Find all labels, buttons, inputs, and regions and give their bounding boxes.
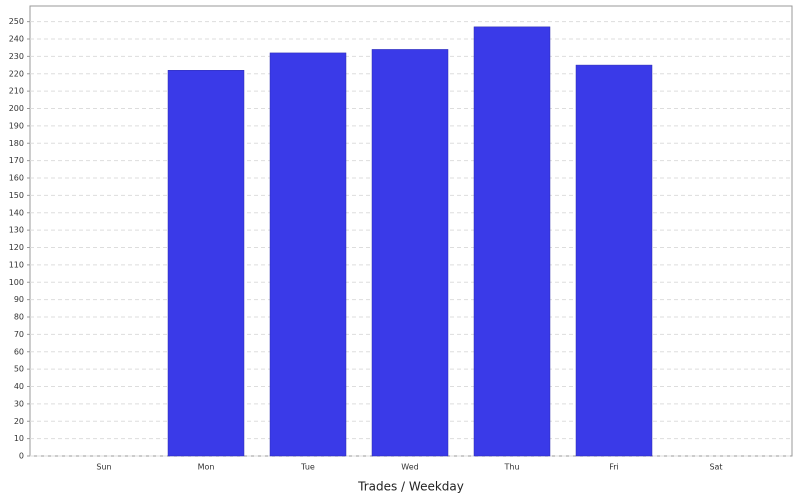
bar xyxy=(575,64,653,457)
x-axis-title: Trades / Weekday xyxy=(357,480,464,494)
y-tick-label: 140 xyxy=(9,208,24,217)
x-tick-label: Tue xyxy=(300,463,315,472)
y-tick-label: 90 xyxy=(14,295,24,304)
y-tick-label: 150 xyxy=(9,191,24,200)
y-tick-label: 20 xyxy=(14,417,24,426)
y-tick-label: 80 xyxy=(14,313,24,322)
y-tick-label: 220 xyxy=(9,69,24,78)
y-tick-label: 10 xyxy=(14,434,24,443)
y-tick-label: 70 xyxy=(14,330,24,339)
bar xyxy=(167,70,245,457)
bar xyxy=(473,26,551,457)
y-tick-label: 60 xyxy=(14,347,24,356)
y-tick-label: 100 xyxy=(9,278,24,287)
y-tick-label: 200 xyxy=(9,104,24,113)
x-tick-label: Sat xyxy=(709,463,722,472)
y-tick-label: 180 xyxy=(9,139,24,148)
y-tick-label: 110 xyxy=(9,260,24,269)
bar xyxy=(371,49,449,457)
y-tick-label: 250 xyxy=(9,17,24,26)
y-tick-label: 130 xyxy=(9,226,24,235)
x-tick-label: Wed xyxy=(401,463,418,472)
y-tick-label: 230 xyxy=(9,52,24,61)
y-tick-label: 30 xyxy=(14,399,24,408)
y-tick-label: 170 xyxy=(9,156,24,165)
y-tick-label: 210 xyxy=(9,87,24,96)
x-tick-label: Sun xyxy=(96,463,111,472)
x-tick-label: Mon xyxy=(198,463,215,472)
y-tick-label: 240 xyxy=(9,35,24,44)
x-tick-label: Fri xyxy=(609,463,619,472)
x-tick-label: Thu xyxy=(503,463,519,472)
y-tick-label: 160 xyxy=(9,174,24,183)
y-tick-label: 120 xyxy=(9,243,24,252)
bar xyxy=(269,52,347,457)
y-tick-label: 190 xyxy=(9,121,24,130)
y-tick-label: 0 xyxy=(19,452,24,461)
y-tick-label: 50 xyxy=(14,365,24,374)
y-tick-label: 40 xyxy=(14,382,24,391)
